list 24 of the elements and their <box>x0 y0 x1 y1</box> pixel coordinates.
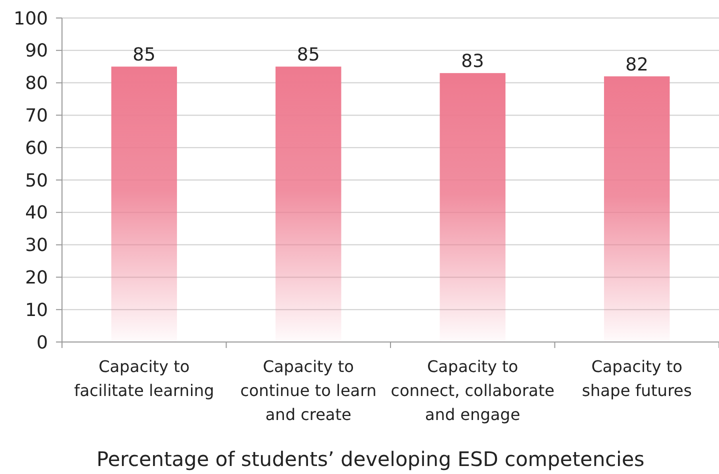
bar <box>276 66 342 342</box>
x-tick-label: Capacity to facilitate learning <box>74 357 214 400</box>
bar <box>604 76 670 342</box>
bar <box>440 73 506 342</box>
y-tick-label: 40 <box>25 202 48 224</box>
y-tick-label: 30 <box>25 235 48 256</box>
x-axis-title: Percentage of students’ developing ESD competencies <box>96 447 644 471</box>
y-tick-label: 70 <box>25 106 48 126</box>
data-label: 83 <box>461 51 484 72</box>
y-tick-label: 100 <box>14 8 48 30</box>
y-tick-label: 60 <box>25 138 48 159</box>
x-tick-label: Capacity to shape futures <box>582 357 692 400</box>
data-label: 85 <box>296 44 320 66</box>
y-tick-label: 0 <box>36 332 48 354</box>
x-tick-label: Capacity to connect, collaborate and engage <box>390 357 554 424</box>
y-tick-label: 50 <box>25 170 48 192</box>
y-tick-label: 90 <box>25 40 48 62</box>
data-label: 82 <box>625 54 648 76</box>
x-tick-label: Capacity to continue to learn and create <box>240 357 377 424</box>
y-tick-label: 20 <box>25 268 48 288</box>
y-tick-label: 80 <box>25 73 48 94</box>
bar <box>111 66 177 342</box>
data-label: 85 <box>132 44 156 66</box>
y-tick-label: 10 <box>25 300 48 321</box>
